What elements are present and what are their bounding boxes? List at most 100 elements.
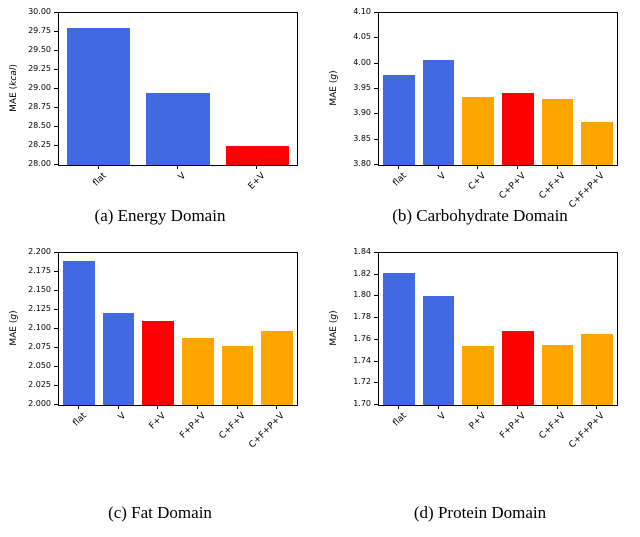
y-tick-mark [374,62,378,64]
x-tick-label: flat [91,171,109,189]
x-tick-mark [177,165,178,169]
plot-area [378,252,618,406]
y-tick-label: 1.74 [353,355,371,365]
x-tick-label: C+P+V [497,171,528,202]
caption: (d) Protein Domain [413,503,547,522]
plot-area [378,12,618,166]
x-tick-label: flat [391,411,409,429]
x-tick-mark [477,165,479,169]
x-tick-label: C+F+P+V [567,171,608,211]
y-tick-label: 28.50 [28,121,51,130]
y-tick-mark [54,385,58,386]
y-tick-mark [374,252,378,253]
bar-flat [62,260,95,405]
y-tick-mark [54,271,58,272]
bar-e-v [225,146,290,165]
y-tick-mark [374,295,378,297]
chart-protein-domain: MAE (g) (d) Protein Domain 1.70 1.72 1.74 1… [320,240,640,537]
y-tick-label: 28.25 [28,140,51,149]
y-tick-label: 1.70 [353,399,371,408]
x-tick-label: C+F+P+V [567,411,608,451]
bar-c-f-p-v [581,122,614,165]
caption: (b) Carbohydrate Domain [392,206,568,225]
y-tick-mark [374,113,378,115]
bar-c-p-v [501,92,534,165]
x-tick-mark [556,405,558,409]
x-tick-label: F+V [147,411,169,432]
y-tick-label: 3.90 [353,108,371,118]
x-tick-label: F+P+V [498,411,528,441]
x-tick-mark [157,405,159,409]
x-tick-mark [276,405,278,409]
x-tick-mark [516,405,518,409]
y-tick-mark [374,37,378,39]
x-tick-mark [77,405,79,409]
y-tick-mark [374,273,378,275]
y-axis-unit: g [9,313,19,320]
y-tick-mark [54,347,58,348]
x-tick-mark [117,405,119,409]
x-tick-mark [397,165,399,169]
bar-flat [382,272,415,405]
chart-fat-domain: MAE (g) (c) Fat Domain 2.000 2.025 2.050 2.… [0,240,320,537]
bar-v [422,59,455,165]
x-tick-label: flat [71,411,89,429]
y-tick-label: 2.100 [28,323,51,332]
y-tick-mark [54,309,58,310]
y-tick-mark [374,338,378,340]
y-tick-mark [374,164,378,165]
x-tick-mark [97,165,99,169]
caption: (c) Fat Domain [108,503,212,522]
bar-v [422,296,455,405]
bar-flat [66,28,131,165]
y-tick-mark [54,69,58,70]
x-tick-label: C+F+V [537,171,568,202]
y-tick-mark [54,31,58,32]
bar-v [146,92,210,165]
y-tick-mark [374,88,378,89]
y-tick-mark [54,328,58,329]
y-tick-label: 29.75 [28,26,51,35]
x-tick-label: C+F+P+V [247,411,288,451]
y-tick-label: 2.175 [28,266,51,275]
x-tick-mark [437,405,439,409]
y-tick-label: 2.050 [28,361,51,370]
y-tick-label: 1.84 [353,247,371,256]
bar-p-v [462,346,495,405]
x-tick-mark [596,165,598,169]
y-axis-unit: g [329,73,339,80]
bar-c-f-v [541,345,574,405]
x-tick-mark [437,165,439,169]
y-tick-label: 2.000 [28,399,51,408]
y-tick-mark [374,138,378,140]
y-tick-mark [54,50,58,51]
x-tick-mark [596,405,598,409]
x-tick-label: V [437,411,449,423]
x-tick-mark [236,405,238,409]
y-tick-mark [54,88,58,89]
y-tick-mark [54,145,58,146]
y-tick-label: 1.82 [353,268,371,278]
bar-c-f-p-v [581,334,614,405]
x-tick-label: C+V [467,171,489,193]
x-tick-label: V [117,411,129,423]
y-tick-label: 3.95 [353,83,371,92]
x-tick-label: flat [391,171,409,189]
x-tick-mark [256,165,258,169]
y-tick-label: 1.72 [353,377,371,387]
y-tick-label: 4.10 [353,7,371,16]
x-tick-mark [516,165,518,169]
y-tick-mark [54,252,58,253]
y-tick-label: 2.200 [28,247,51,256]
y-tick-label: 1.76 [353,333,371,343]
y-tick-label: 3.85 [353,133,371,143]
y-tick-label: 1.80 [353,290,371,300]
y-tick-label: 4.05 [353,32,371,42]
y-tick-label: 28.00 [28,159,51,168]
x-tick-mark [196,405,198,409]
bar-c-v [462,96,495,165]
bar-f-v [142,321,175,405]
x-tick-mark [556,165,558,169]
y-tick-mark [374,404,378,405]
y-tick-mark [54,404,58,405]
